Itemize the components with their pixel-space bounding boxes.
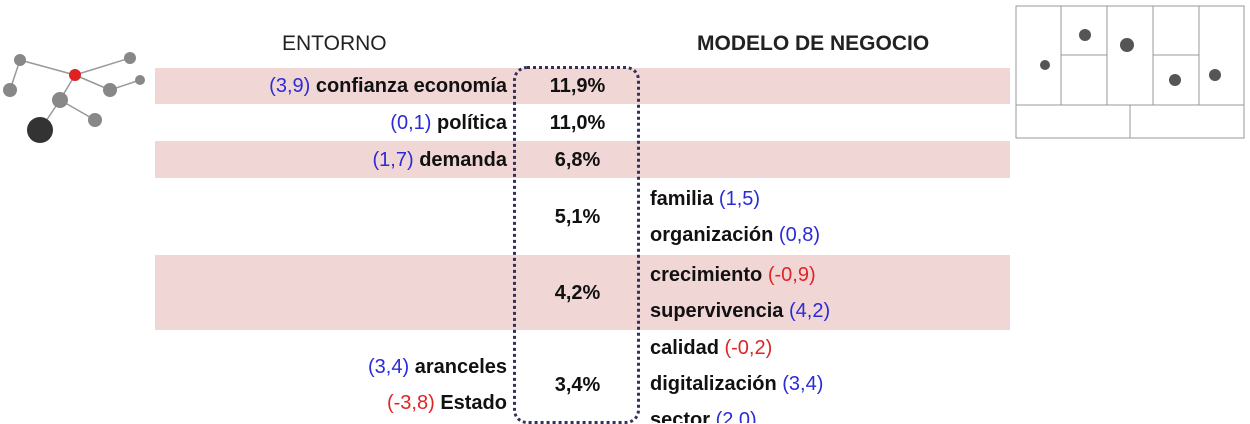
right-item: sector (2,0) [650,402,757,423]
network-image [3,52,145,143]
percent: 5,1% [554,205,601,228]
score: (4,2) [788,299,831,322]
left-cell: (3,4) aranceles (-3,8) Estado [155,330,507,423]
left-item: (3,9) confianza economía [269,68,507,104]
score: (3,4) [368,356,410,378]
header-left: ENTORNO [282,32,387,55]
label: Estado [440,392,507,414]
percent: 11,0% [549,111,606,134]
label: política [436,111,507,134]
left-cell [155,178,507,255]
percent-cell: 6,8% [515,141,640,178]
right-cell: familia (1,5) organización (0,8) [650,178,1010,255]
percent: 6,8% [554,148,601,171]
left-cell: (0,1) política [155,104,507,141]
score: (0,1) [390,111,432,134]
percent-cell: 4,2% [515,255,640,330]
left-cell [155,255,507,330]
right-cell [650,141,1010,178]
percent-cell: 11,9% [515,68,640,104]
right-item: familia (1,5) [650,181,760,217]
label: sector [650,409,711,423]
label: demanda [419,148,507,171]
score: (0,8) [778,223,821,246]
left-item: (1,7) demanda [373,142,508,178]
right-item: crecimiento (-0,9) [650,257,816,293]
score: (2,0) [715,409,757,423]
label: calidad [650,337,719,359]
label: crecimiento [650,263,763,286]
left-cell: (1,7) demanda [155,141,508,178]
right-cell: crecimiento (-0,9) supervivencia (4,2) [650,255,1010,330]
percent: 3,4% [554,374,601,396]
score: (-3,8) [386,392,435,414]
table-row: 4,2% crecimiento (-0,9) supervivencia (4,2… [155,255,1010,330]
table-row: (3,9) confianza economía 11,9% [155,68,1010,104]
score: (-0,2) [724,337,773,359]
score: (3,9) [269,75,311,97]
right-item: calidad (-0,2) [650,330,772,366]
right-item: organización (0,8) [650,217,820,253]
left-cell: (3,9) confianza economía [155,68,507,104]
percent-cell: 5,1% [515,178,640,255]
percent-cell: 3,4% [515,330,640,423]
label: confianza economía [315,75,507,97]
table-row: (3,4) aranceles (-3,8) Estado 3,4% calidad … [155,330,1010,423]
table-row: 5,1% familia (1,5) organización (0,8) [155,178,1010,255]
right-cell [650,68,1010,104]
percent: 4,2% [554,281,601,304]
score: (1,7) [372,148,414,171]
right-cell [650,104,1010,141]
percent-cell: 11,0% [515,104,640,141]
label: supervivencia [650,299,784,322]
left-item: (3,4) aranceles [368,349,507,385]
table-row: (0,1) política 11,0% [155,104,1010,141]
business-canvas-image [1015,5,1245,139]
left-item: (-3,8) Estado [387,385,507,421]
label: digitalización [650,373,777,395]
label: organización [650,223,774,246]
right-item: digitalización (3,4) [650,366,823,402]
right-item: supervivencia (4,2) [650,293,830,329]
score: (-0,9) [767,263,816,286]
label: aranceles [414,356,507,378]
score: (3,4) [782,373,824,395]
label: familia [650,187,714,210]
left-item: (0,1) política [390,105,507,141]
table-row: (1,7) demanda 6,8% [155,141,1010,178]
percent: 11,9% [549,75,606,97]
score: (1,5) [718,187,761,210]
right-cell: calidad (-0,2) digitalización (3,4) sector… [650,330,1010,423]
header-right: MODELO DE NEGOCIO [697,32,930,55]
highlight-box [513,66,640,424]
